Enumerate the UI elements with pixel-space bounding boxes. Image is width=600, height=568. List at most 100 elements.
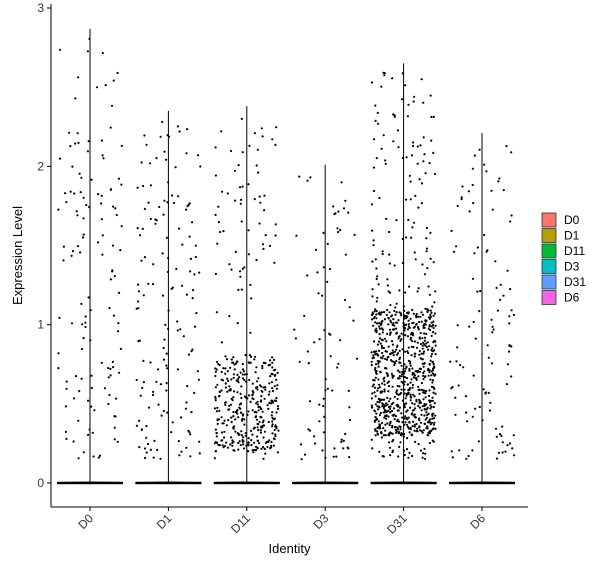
data-point — [383, 416, 386, 419]
data-point — [380, 85, 383, 88]
data-point — [385, 402, 388, 405]
data-point — [371, 229, 374, 232]
legend-key-d3 — [541, 259, 557, 274]
data-point — [97, 241, 100, 244]
data-point — [413, 325, 416, 328]
data-point — [272, 358, 276, 361]
data-point — [218, 363, 221, 367]
data-point — [213, 407, 216, 410]
data-point — [386, 374, 389, 377]
data-point — [253, 411, 256, 414]
data-point — [478, 148, 481, 151]
data-point — [259, 431, 262, 434]
data-point — [262, 436, 265, 439]
data-point — [276, 371, 279, 374]
data-point — [432, 323, 435, 327]
data-point — [388, 441, 391, 444]
data-point — [194, 255, 197, 259]
data-point — [108, 393, 111, 397]
data-point — [264, 234, 267, 237]
data-point — [386, 372, 389, 375]
data-point — [113, 275, 116, 278]
data-point — [137, 290, 141, 293]
data-point — [422, 350, 426, 353]
data-point — [260, 127, 263, 130]
data-point — [157, 403, 160, 406]
data-point — [406, 328, 410, 331]
data-point — [393, 418, 396, 421]
data-point — [103, 387, 106, 390]
data-point — [101, 234, 104, 237]
data-point — [456, 324, 459, 327]
data-point — [378, 325, 381, 328]
data-point — [426, 267, 429, 270]
data-point — [191, 221, 194, 224]
data-point — [381, 357, 384, 360]
data-point — [375, 412, 378, 415]
data-point — [416, 162, 419, 165]
data-point — [189, 455, 192, 458]
data-point — [165, 352, 168, 355]
data-point — [434, 290, 437, 293]
data-point — [241, 377, 245, 380]
data-point — [386, 332, 389, 335]
data-point — [233, 363, 236, 366]
data-point — [473, 252, 476, 255]
data-point — [234, 411, 237, 414]
data-point — [240, 117, 243, 120]
data-point — [407, 346, 410, 349]
data-point — [417, 385, 420, 388]
x-axis-ticks: D0 D1 D11 D3 D31 D6 — [75, 507, 488, 537]
data-point — [501, 451, 504, 454]
data-point — [502, 189, 505, 192]
data-point — [101, 154, 104, 157]
data-point — [374, 366, 377, 370]
data-point — [400, 364, 403, 367]
data-point — [431, 381, 434, 384]
data-point — [390, 340, 394, 343]
data-point — [244, 434, 247, 438]
data-point — [467, 190, 470, 193]
data-point — [370, 318, 374, 321]
data-point — [82, 337, 85, 340]
data-point — [399, 339, 402, 342]
data-point — [213, 442, 216, 445]
data-point — [240, 430, 243, 433]
data-point — [252, 391, 255, 394]
data-point — [101, 253, 104, 256]
data-point — [232, 396, 235, 399]
data-point — [224, 355, 227, 358]
data-point — [411, 402, 414, 405]
data-point — [165, 236, 168, 239]
data-point — [264, 388, 267, 391]
data-point — [418, 392, 421, 395]
data-point — [224, 372, 227, 375]
data-point — [421, 337, 424, 340]
data-point — [423, 370, 426, 373]
data-point — [59, 48, 62, 51]
data-point — [226, 390, 229, 393]
data-point — [385, 358, 389, 361]
data-point — [149, 361, 152, 364]
data-point — [190, 411, 193, 414]
data-point — [431, 417, 434, 420]
data-point — [239, 392, 242, 395]
data-point — [168, 135, 171, 138]
data-point — [428, 293, 431, 296]
data-point — [391, 440, 394, 443]
data-point — [322, 397, 325, 400]
data-point — [456, 204, 459, 208]
data-point — [268, 244, 272, 247]
data-point — [397, 337, 400, 340]
data-point — [149, 448, 152, 451]
data-point — [476, 246, 479, 249]
data-point — [409, 381, 412, 384]
data-point — [383, 380, 386, 383]
zero-points-d0 — [57, 481, 123, 485]
data-point — [372, 340, 376, 343]
data-point — [245, 444, 248, 447]
data-point — [335, 455, 338, 458]
data-point — [375, 277, 378, 281]
data-point — [424, 422, 427, 426]
data-point — [342, 447, 345, 450]
